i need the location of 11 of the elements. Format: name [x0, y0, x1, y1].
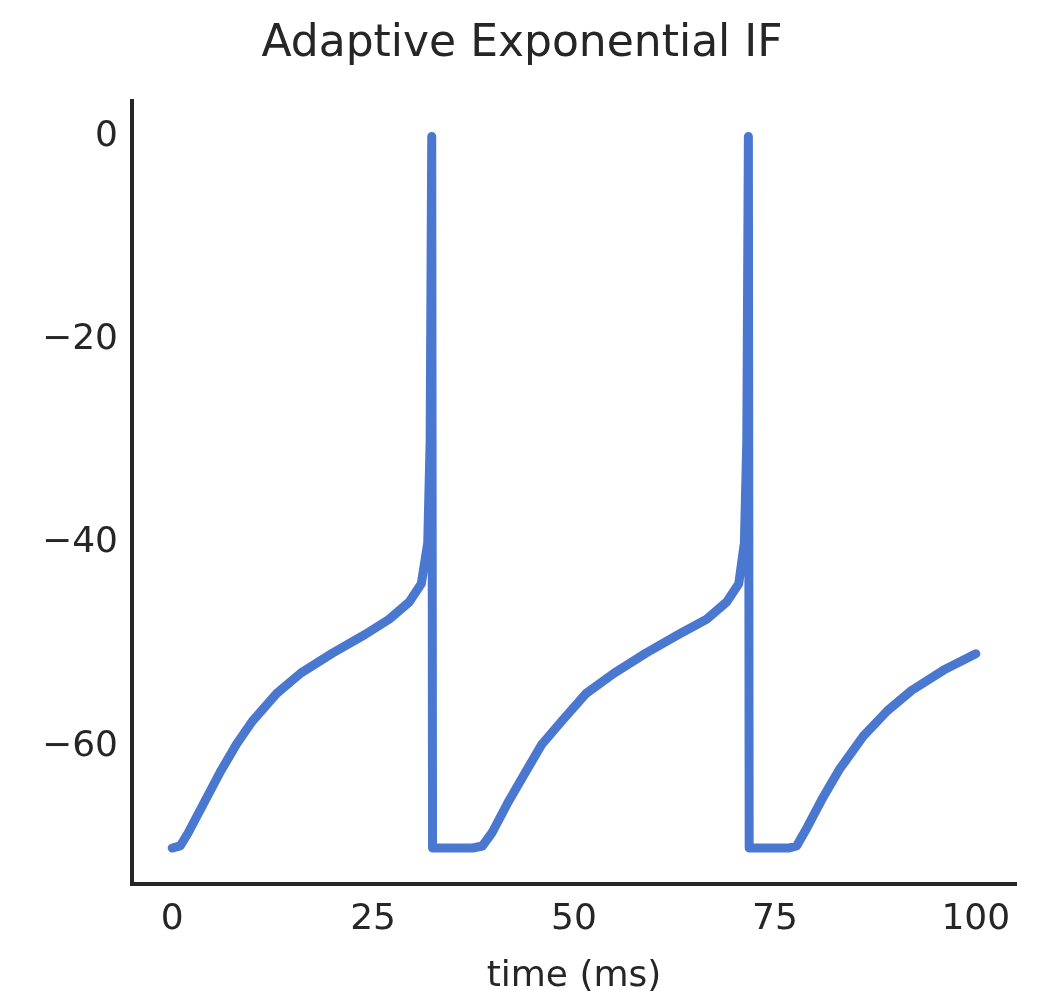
x-tick-label: 75: [752, 895, 798, 937]
y-tick-label: −40: [41, 519, 118, 561]
x-axis-title: time (ms): [486, 952, 662, 994]
y-tick-label: −20: [41, 316, 118, 358]
x-tick-label: 25: [350, 895, 396, 937]
y-tick-label: −60: [41, 722, 118, 764]
x-tick-label: 100: [941, 895, 1011, 937]
x-tick-label: 50: [551, 895, 597, 937]
x-tick-label: 0: [160, 895, 184, 937]
y-tick-label: 0: [95, 112, 118, 154]
chart-title: Adaptive Exponential IF: [261, 14, 783, 66]
